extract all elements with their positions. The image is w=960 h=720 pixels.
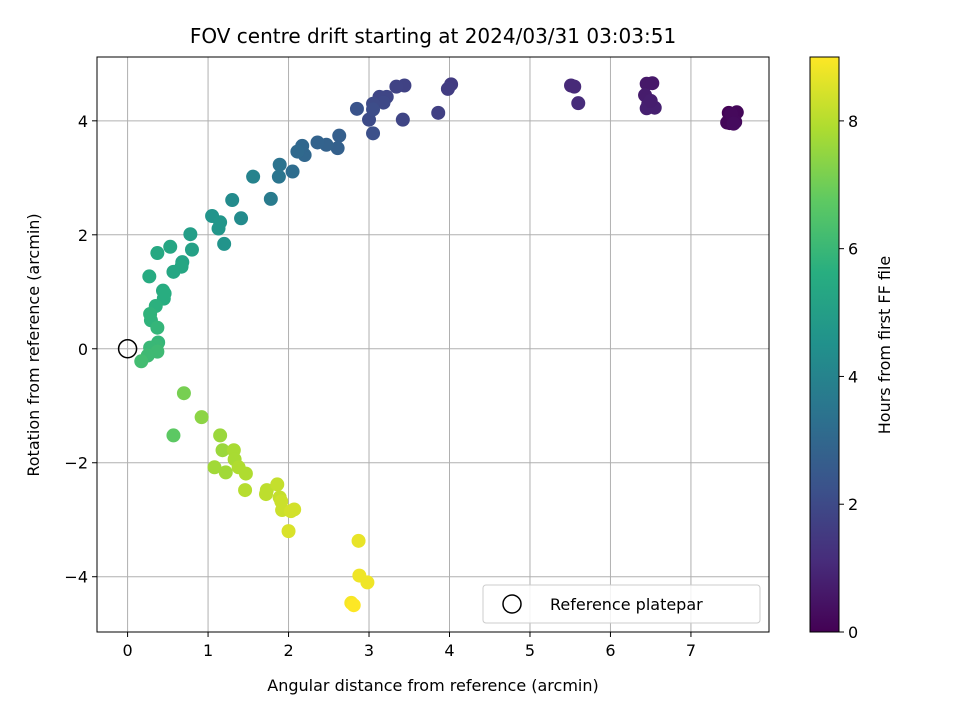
data-point [246, 169, 261, 184]
data-point [183, 227, 198, 242]
data-point [645, 76, 660, 91]
data-point [194, 410, 209, 425]
colorbar-tick-label: 0 [848, 623, 858, 642]
data-point [310, 135, 325, 150]
y-axis: −4 −2 0 2 4 [64, 112, 97, 587]
data-point [163, 239, 178, 254]
data-point [285, 164, 300, 179]
x-tick-label: 6 [605, 641, 615, 660]
colorbar-tick-label: 2 [848, 495, 858, 514]
data-point [643, 93, 658, 108]
data-point [234, 211, 249, 226]
data-point [360, 575, 375, 590]
data-point [217, 236, 232, 251]
x-tick-label: 1 [203, 641, 213, 660]
data-point [213, 428, 228, 443]
data-point [218, 465, 233, 480]
data-point [238, 483, 253, 498]
data-point [332, 128, 347, 143]
data-point [366, 102, 381, 117]
data-point [134, 354, 149, 369]
colorbar: 0 2 4 6 8 Hours from first FF file [809, 56, 894, 642]
y-tick-label: 0 [78, 340, 88, 359]
colorbar-label: Hours from first FF file [875, 256, 894, 435]
y-tick-label: −4 [64, 568, 88, 587]
data-point [290, 144, 305, 159]
x-tick-label: 3 [364, 641, 374, 660]
colorbar-tick-label: 4 [848, 367, 858, 386]
data-point [207, 460, 222, 475]
y-tick-label: 2 [78, 226, 88, 245]
data-point [726, 116, 741, 131]
legend-marker [502, 594, 522, 614]
data-point [571, 96, 586, 111]
data-point [283, 504, 298, 519]
data-point [142, 269, 157, 284]
points-layer [134, 76, 744, 613]
data-point [271, 169, 286, 184]
data-point [225, 193, 240, 208]
x-tick-label: 5 [525, 641, 535, 660]
data-point [431, 105, 446, 120]
y-axis-label: Rotation from reference (arcmin) [24, 213, 43, 476]
data-point [238, 466, 253, 481]
colorbar-gradient [809, 56, 840, 633]
x-tick-label: 2 [283, 641, 293, 660]
data-point [567, 79, 582, 94]
colorbar-tick-label: 8 [848, 112, 858, 131]
y-tick-label: −2 [64, 454, 88, 473]
x-tick-label: 7 [686, 641, 696, 660]
legend-box [482, 584, 761, 624]
legend: Reference platepar [482, 584, 761, 624]
x-axis: 0 1 2 3 4 5 6 7 [122, 632, 696, 660]
chart-title: FOV centre drift starting at 2024/03/31 … [190, 24, 676, 48]
data-point [211, 221, 226, 236]
data-point [270, 477, 285, 492]
data-point [440, 81, 455, 96]
data-point [166, 428, 181, 443]
data-point [281, 524, 296, 539]
grid [97, 57, 769, 632]
data-point [263, 191, 278, 206]
colorbar-tick-label: 6 [848, 240, 858, 259]
plot-frame [96, 56, 770, 633]
reference-marker [117, 339, 138, 359]
x-axis-label: Angular distance from reference (arcmin) [267, 676, 598, 695]
data-point [395, 112, 410, 127]
data-point [351, 533, 366, 548]
data-point [366, 126, 381, 141]
data-point [150, 320, 165, 335]
data-point [349, 101, 364, 116]
data-point [330, 141, 345, 156]
data-point [389, 79, 404, 94]
colorbar-ticks: 0 2 4 6 8 [839, 112, 858, 642]
data-point [376, 95, 391, 110]
data-point [272, 157, 287, 172]
data-point [259, 487, 274, 502]
x-tick-label: 0 [122, 641, 132, 660]
data-point [215, 443, 230, 458]
legend-label: Reference platepar [550, 595, 703, 614]
data-point [346, 598, 361, 613]
data-point [166, 264, 181, 279]
data-point [184, 242, 199, 257]
data-point [176, 386, 191, 401]
data-point [150, 246, 165, 261]
x-tick-label: 4 [444, 641, 454, 660]
y-tick-label: 4 [78, 112, 88, 131]
